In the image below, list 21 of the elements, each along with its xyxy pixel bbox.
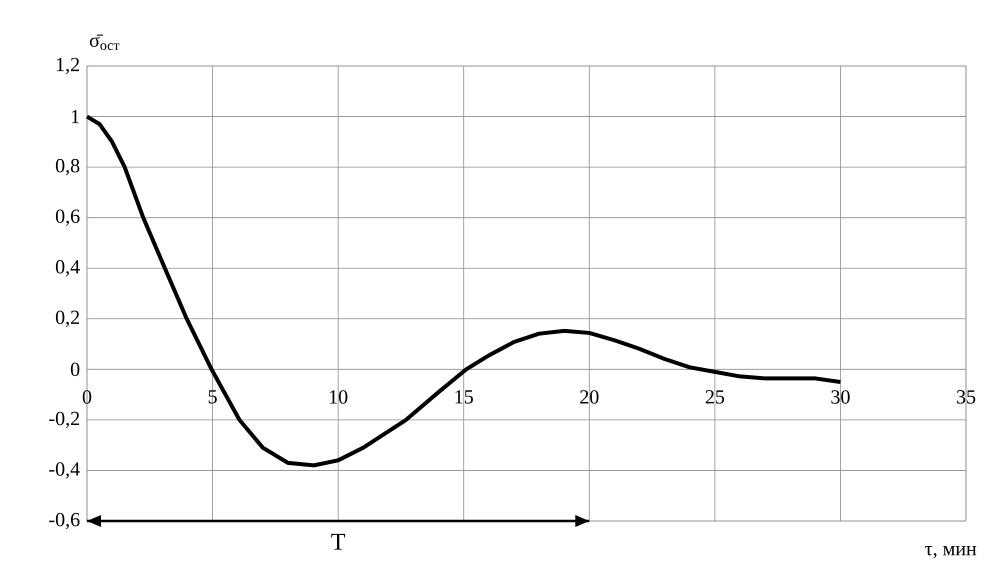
- x-tick-label: 25: [706, 390, 724, 404]
- y-tick-label: 0,4: [56, 260, 80, 276]
- x-tick-label: 5: [208, 390, 217, 404]
- x-axis-title: τ, мин: [925, 546, 976, 558]
- y-tick-label: -0,4: [49, 462, 80, 479]
- y-tick-label: 1,2: [56, 58, 80, 74]
- series-label: T: [331, 534, 346, 550]
- x-tick-label: 30: [831, 390, 850, 404]
- x-tick-label: 35: [956, 390, 976, 404]
- y-tick-label: -0,2: [49, 412, 80, 428]
- y-tick-label: 0,6: [56, 209, 80, 226]
- x-tick-label: 20: [580, 390, 599, 404]
- y-tick-label: 1: [72, 110, 79, 124]
- y-tick-label: 0,2: [56, 310, 80, 327]
- y-tick-label: 0,8: [56, 158, 80, 176]
- y-tick-label: -0,6: [49, 512, 80, 530]
- x-tick-label: 0: [82, 390, 92, 404]
- x-tick-label: 15: [455, 390, 473, 404]
- y-tick-label: 0: [70, 362, 80, 376]
- y-axis-title: σ̄$_{ост}$: [90, 34, 120, 50]
- x-tick-label: 10: [330, 390, 348, 404]
